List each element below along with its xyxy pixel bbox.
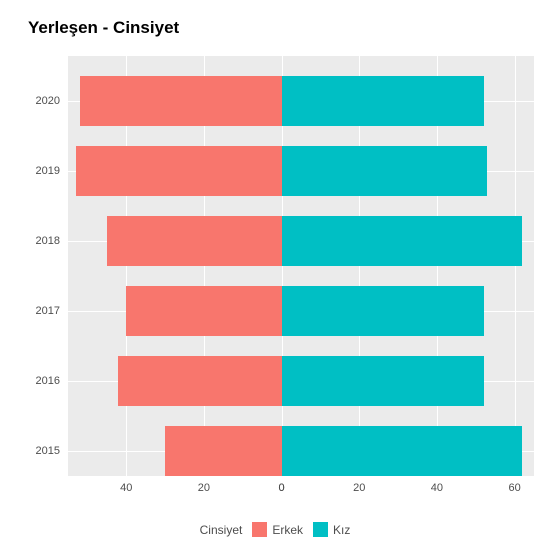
chart-title: Yerleşen - Cinsiyet <box>28 18 179 38</box>
bar-right <box>282 76 484 126</box>
legend: Cinsiyet Erkek Kız <box>0 522 550 537</box>
bar-left <box>80 76 282 126</box>
x-axis-label: 20 <box>353 476 365 494</box>
x-axis-label: 0 <box>279 476 285 494</box>
grid-line-v <box>515 56 516 476</box>
plot-area: 202020192018201720162015 402000204060 <box>68 56 534 476</box>
legend-label-kiz: Kız <box>333 523 350 537</box>
bar-right <box>282 216 523 266</box>
bar-right <box>282 426 523 476</box>
y-axis-label: 2018 <box>36 235 68 247</box>
y-axis-label: 2016 <box>36 375 68 387</box>
bar-left <box>118 356 281 406</box>
legend-title: Cinsiyet <box>200 523 243 537</box>
bar-left <box>76 146 282 196</box>
legend-item-kiz: Kız <box>313 522 350 537</box>
legend-label-erkek: Erkek <box>272 523 303 537</box>
bar-right <box>282 146 488 196</box>
y-axis-label: 2017 <box>36 305 68 317</box>
x-axis-label: 40 <box>431 476 443 494</box>
y-axis-label: 2015 <box>36 445 68 457</box>
y-axis-label: 2020 <box>36 95 68 107</box>
bar-left <box>126 286 281 336</box>
bar-left <box>107 216 282 266</box>
x-axis-label: 60 <box>508 476 520 494</box>
bar-right <box>282 286 484 336</box>
y-axis-label: 2019 <box>36 165 68 177</box>
bar-left <box>165 426 282 476</box>
legend-swatch-kiz <box>313 522 328 537</box>
legend-swatch-erkek <box>252 522 267 537</box>
bar-right <box>282 356 484 406</box>
x-axis-label: 20 <box>198 476 210 494</box>
legend-item-erkek: Erkek <box>252 522 303 537</box>
x-axis-label: 40 <box>120 476 132 494</box>
